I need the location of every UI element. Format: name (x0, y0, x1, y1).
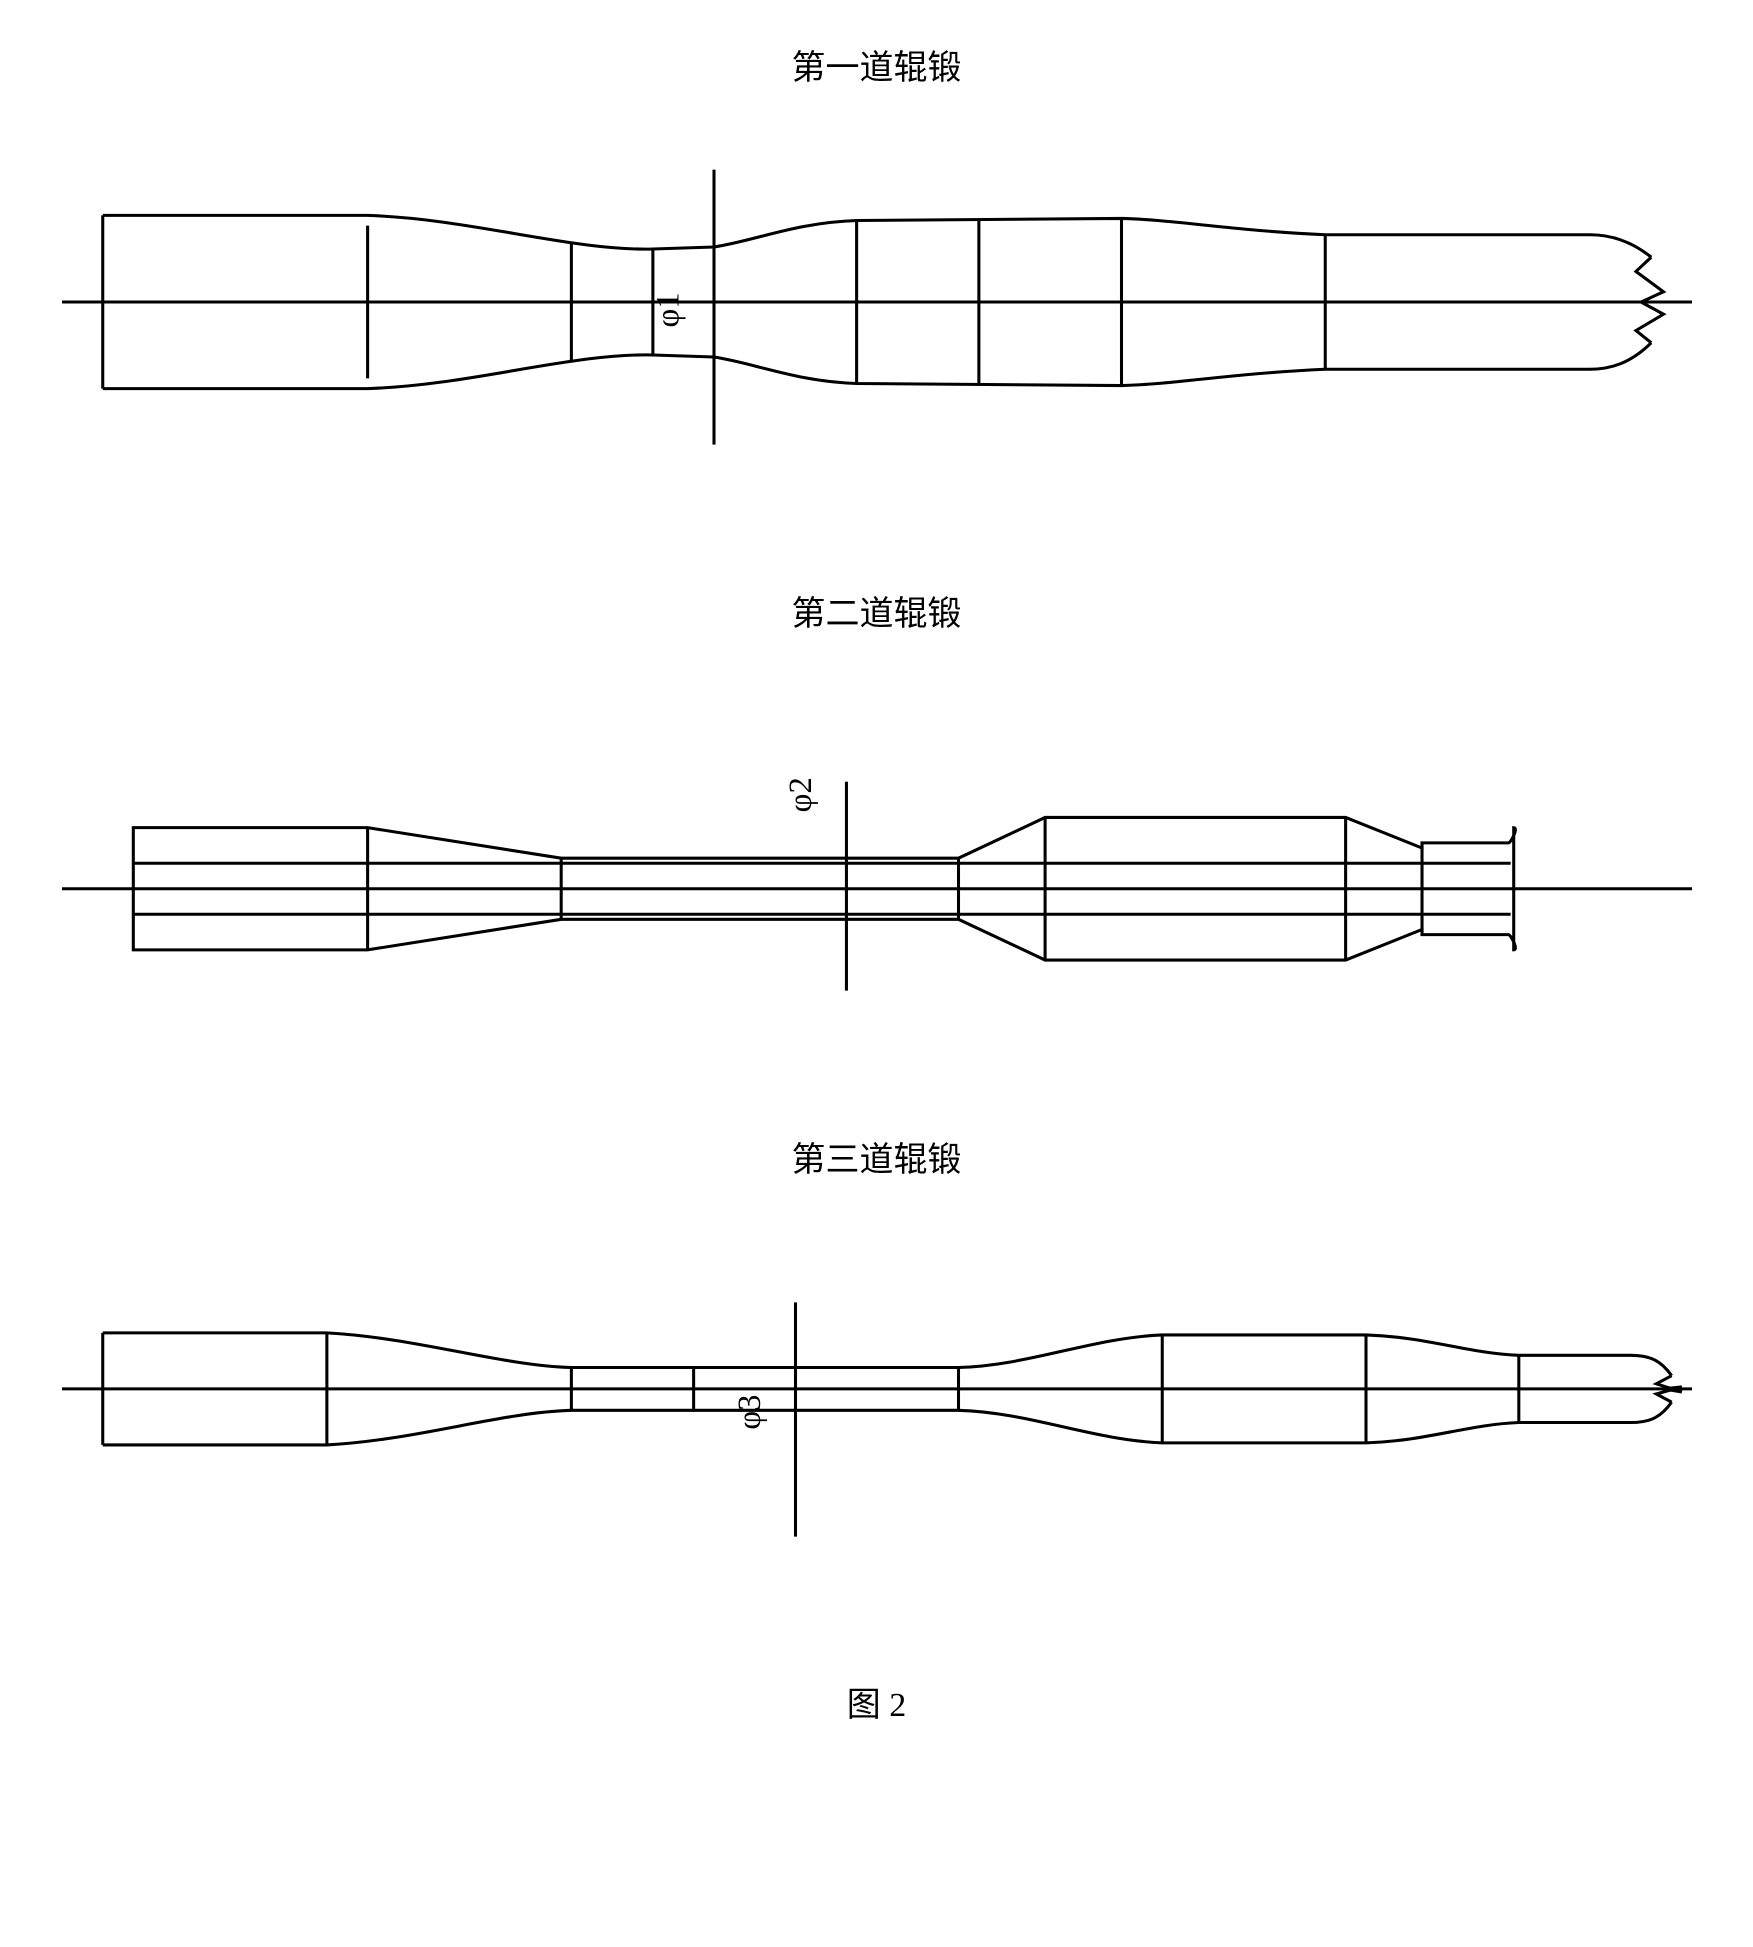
svg-text:φ1: φ1 (650, 292, 686, 327)
stage-3-drawing: φ3 (62, 1231, 1692, 1598)
stage-1: 第一道辊锻 φ1 (62, 40, 1692, 506)
stage-3-title: 第三道辊锻 (62, 1132, 1692, 1181)
stage-2-svg: φ2 (62, 685, 1692, 1052)
svg-text:φ3: φ3 (731, 1394, 767, 1429)
stage-2-drawing: φ2 (62, 685, 1692, 1052)
figure-container: 第一道辊锻 φ1 第二道辊锻 φ2 第三道辊锻 φ3 图 2 (62, 40, 1692, 1726)
stage-2: 第二道辊锻 φ2 (62, 586, 1692, 1052)
stage-1-svg: φ1 (62, 139, 1692, 506)
svg-text:φ2: φ2 (782, 777, 818, 812)
stage-1-drawing: φ1 (62, 139, 1692, 506)
stage-2-title: 第二道辊锻 (62, 586, 1692, 635)
stage-1-title: 第一道辊锻 (62, 40, 1692, 89)
stage-3: 第三道辊锻 φ3 (62, 1132, 1692, 1598)
stage-3-svg: φ3 (62, 1231, 1692, 1598)
figure-caption: 图 2 (62, 1677, 1692, 1726)
